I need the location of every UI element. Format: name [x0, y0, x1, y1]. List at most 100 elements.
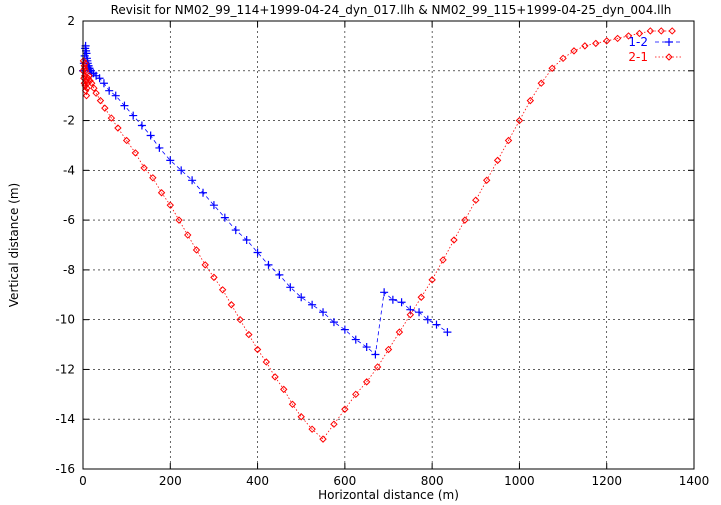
data-point	[297, 413, 305, 421]
data-point	[146, 131, 155, 140]
data-point	[395, 328, 404, 336]
axis-ticks: 0 200 400 600 800 1000 1200 1400 -16 -14 -12 -10 -8 -…	[55, 14, 709, 488]
data-point	[548, 64, 556, 72]
y-tick-label: -4	[63, 163, 75, 177]
data-point	[352, 390, 360, 399]
data-point	[423, 315, 432, 324]
x-tick-label: 800	[421, 474, 444, 488]
y-tick-label: 2	[67, 14, 75, 28]
data-point	[275, 270, 284, 279]
data-point	[504, 136, 513, 145]
data-point	[613, 34, 622, 43]
data-point	[120, 101, 129, 110]
data-point	[80, 79, 89, 87]
data-point	[288, 400, 297, 408]
data-point	[155, 143, 164, 152]
legend-marker	[665, 38, 673, 46]
data-point	[96, 96, 105, 105]
y-tick-label: -16	[55, 462, 75, 476]
legend-label: 2-1	[628, 50, 648, 64]
data-point	[461, 216, 469, 224]
data-point	[149, 174, 157, 182]
data-point	[166, 201, 174, 209]
data-point	[231, 226, 240, 235]
data-point	[122, 136, 131, 145]
data-point	[271, 373, 279, 381]
data-point	[177, 166, 186, 175]
data-point	[417, 293, 425, 301]
data-point	[92, 89, 100, 97]
data-point	[166, 156, 175, 165]
data-point	[388, 295, 397, 304]
data-point	[319, 435, 327, 443]
data-point	[559, 54, 567, 63]
data-point	[526, 96, 535, 105]
data-point	[101, 104, 109, 112]
data-point	[428, 276, 436, 284]
data-point	[140, 164, 148, 172]
x-tick-label: 1000	[504, 474, 535, 488]
data-point	[646, 27, 655, 35]
data-point	[472, 196, 480, 204]
data-point	[210, 273, 218, 282]
data-point	[105, 86, 114, 95]
y-tick-label: -6	[63, 213, 75, 227]
data-point	[351, 335, 360, 344]
data-point	[515, 116, 524, 125]
data-point	[624, 32, 633, 40]
data-point	[397, 298, 406, 307]
data-point	[415, 308, 424, 317]
x-tick-label: 600	[333, 474, 356, 488]
y-axis-title: Vertical distance (m)	[7, 183, 21, 307]
x-tick-label: 400	[246, 474, 269, 488]
data-point	[253, 248, 262, 257]
legend-label: 1-2	[628, 35, 648, 49]
y-tick-label: -2	[63, 114, 75, 128]
data-point	[175, 216, 183, 224]
data-point	[209, 201, 218, 210]
data-point	[83, 84, 91, 92]
data-point	[107, 114, 116, 122]
data-point	[245, 330, 253, 339]
data-point	[264, 260, 273, 269]
data-point	[280, 385, 288, 394]
data-point	[371, 350, 380, 359]
data-point	[373, 363, 382, 371]
data-point	[99, 79, 108, 88]
series-line	[82, 30, 673, 440]
data-point	[137, 121, 146, 130]
data-point	[199, 188, 208, 197]
data-point	[184, 231, 192, 239]
data-point	[114, 124, 122, 132]
data-point	[88, 79, 96, 87]
data-point	[188, 176, 197, 185]
y-tick-label: -8	[63, 263, 75, 277]
data-point	[439, 256, 447, 264]
data-point	[603, 37, 611, 45]
data-point	[131, 149, 140, 157]
data-point	[406, 310, 415, 319]
data-point	[82, 91, 91, 100]
chart-title: Revisit for NM02_99_114+1999-04-24_dyn_0…	[111, 3, 672, 17]
series-line	[82, 45, 448, 356]
data-point	[362, 343, 371, 352]
data-point	[443, 328, 452, 337]
data-point	[297, 293, 306, 302]
legend-marker	[665, 53, 673, 61]
data-point	[242, 236, 251, 245]
series-2-1	[79, 27, 676, 443]
data-point	[262, 358, 271, 366]
x-tick-label: 200	[159, 474, 182, 488]
data-point	[220, 213, 229, 222]
data-point	[581, 42, 589, 50]
data-point	[592, 39, 600, 48]
data-point	[286, 283, 295, 292]
data-point	[308, 300, 317, 309]
y-tick-label: -14	[55, 412, 75, 426]
data-point	[253, 345, 262, 354]
data-point	[635, 29, 644, 38]
y-tick-label: 0	[67, 64, 75, 78]
data-point	[86, 77, 94, 85]
data-point	[657, 27, 665, 35]
data-point	[319, 308, 328, 317]
